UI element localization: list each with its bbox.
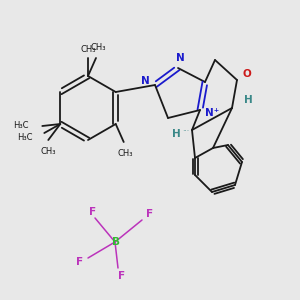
Text: B: B (112, 237, 120, 247)
Text: N⁺: N⁺ (205, 108, 219, 118)
Text: F: F (76, 257, 84, 267)
Text: O: O (243, 69, 251, 79)
Text: H: H (244, 95, 252, 105)
Text: H₃C: H₃C (13, 122, 28, 130)
Text: H₃C: H₃C (17, 134, 32, 142)
Text: ···: ··· (182, 128, 190, 136)
Text: CH₃: CH₃ (80, 46, 96, 55)
Text: F: F (118, 271, 126, 281)
Text: F: F (89, 207, 97, 217)
Text: CH₃: CH₃ (40, 148, 56, 157)
Text: F: F (146, 209, 154, 219)
Text: N: N (141, 76, 149, 86)
Text: N: N (176, 53, 184, 63)
Text: CH₃: CH₃ (90, 44, 106, 52)
Text: H: H (172, 129, 180, 139)
Text: CH₃: CH₃ (118, 149, 134, 158)
